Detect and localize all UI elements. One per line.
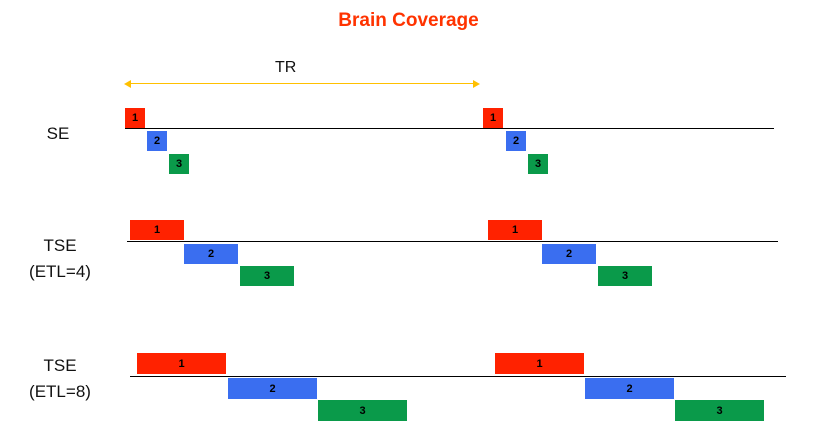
block-3: 3 (318, 400, 407, 421)
tr-label: TR (275, 59, 297, 76)
tr-arrow-left-head (124, 80, 131, 88)
block-1: 1 (488, 220, 542, 240)
block-2: 2 (585, 378, 674, 399)
row-baseline (130, 376, 786, 377)
tr-arrow-right-head (473, 80, 480, 88)
diagram-title: Brain Coverage (338, 10, 479, 31)
row-label: TSE (ETL=4) (20, 233, 100, 285)
block-2: 2 (506, 131, 526, 151)
row-label-line1: TSE (43, 356, 77, 375)
row-label: TSE (ETL=8) (20, 353, 100, 405)
block-2: 2 (542, 244, 596, 264)
block-1: 1 (495, 353, 584, 374)
row-baseline (127, 241, 778, 242)
block-2: 2 (184, 244, 238, 264)
block-3: 3 (675, 400, 764, 421)
block-3: 3 (169, 154, 189, 174)
block-1: 1 (137, 353, 226, 374)
row-baseline (125, 128, 774, 129)
row-label-line2: (ETL=8) (29, 382, 91, 401)
block-2: 2 (147, 131, 167, 151)
tr-arrow-line (127, 83, 477, 84)
block-1: 1 (483, 108, 503, 128)
row-label: SE (28, 121, 88, 147)
block-2: 2 (228, 378, 317, 399)
block-3: 3 (528, 154, 548, 174)
block-3: 3 (598, 266, 652, 286)
row-label-line1: SE (46, 124, 70, 143)
block-1: 1 (130, 220, 184, 240)
block-3: 3 (240, 266, 294, 286)
row-label-line1: TSE (43, 236, 77, 255)
block-1: 1 (125, 108, 145, 128)
row-label-line2: (ETL=4) (29, 262, 91, 281)
